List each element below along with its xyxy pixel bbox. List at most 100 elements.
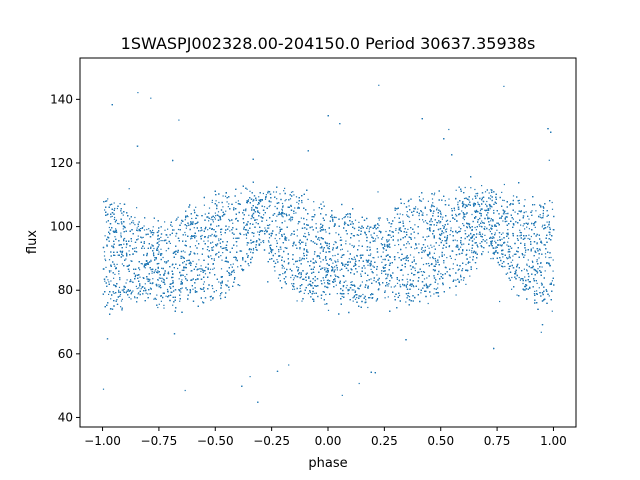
data-point — [165, 262, 167, 264]
data-point — [187, 216, 189, 218]
data-point — [281, 208, 283, 210]
data-point — [130, 279, 132, 281]
data-point — [486, 239, 488, 241]
data-point — [125, 282, 127, 284]
data-point — [446, 237, 448, 240]
data-point — [199, 274, 201, 276]
data-point — [200, 270, 202, 272]
data-point — [365, 299, 367, 301]
data-point — [334, 266, 336, 268]
data-point — [132, 220, 134, 222]
data-point — [165, 250, 167, 252]
data-point — [252, 214, 254, 216]
data-point — [427, 254, 429, 256]
data-point — [360, 295, 362, 297]
data-point — [139, 276, 141, 278]
data-point — [536, 261, 538, 263]
data-point — [541, 284, 543, 286]
data-point — [172, 280, 174, 282]
data-point — [228, 203, 230, 205]
data-point — [491, 225, 494, 227]
data-point — [450, 227, 452, 229]
data-point — [119, 279, 121, 281]
data-point — [195, 235, 197, 237]
data-point — [499, 236, 501, 238]
data-point — [386, 218, 388, 220]
data-point — [406, 211, 408, 213]
data-point — [276, 240, 278, 242]
data-point — [384, 290, 386, 292]
data-point — [268, 206, 270, 208]
data-point — [340, 236, 342, 238]
data-point — [151, 244, 153, 246]
data-point — [418, 215, 420, 217]
data-point — [207, 240, 209, 242]
data-point — [496, 246, 498, 248]
data-point — [541, 226, 543, 228]
data-point — [310, 283, 312, 285]
data-point — [341, 295, 343, 298]
data-point — [377, 256, 379, 258]
data-point — [151, 231, 153, 234]
data-point — [486, 206, 488, 208]
data-point — [323, 282, 326, 284]
data-point — [328, 245, 330, 247]
data-point — [113, 277, 115, 279]
data-point — [220, 255, 222, 257]
data-point — [204, 213, 206, 215]
data-point — [512, 218, 514, 220]
data-point — [468, 222, 470, 225]
data-point — [130, 240, 133, 242]
data-point — [440, 213, 442, 216]
data-point — [369, 248, 371, 251]
data-point — [551, 310, 553, 312]
data-point — [337, 259, 339, 261]
data-point — [326, 279, 328, 282]
data-point — [138, 292, 140, 294]
data-point — [313, 201, 315, 203]
data-point — [119, 293, 122, 296]
data-point — [470, 187, 472, 189]
data-point — [306, 219, 308, 221]
data-point — [140, 288, 142, 290]
data-point — [151, 272, 153, 274]
data-point — [226, 201, 228, 203]
data-point — [114, 254, 116, 256]
data-point — [177, 216, 179, 218]
data-point — [446, 219, 449, 221]
data-point — [517, 263, 519, 265]
data-point — [524, 243, 526, 245]
data-point — [461, 210, 463, 212]
data-point — [546, 215, 548, 217]
data-point — [420, 292, 422, 294]
data-point — [497, 239, 499, 241]
data-point — [345, 222, 347, 224]
data-point — [367, 306, 369, 309]
data-point — [464, 204, 466, 206]
data-point — [115, 231, 117, 233]
data-point — [442, 216, 444, 218]
data-point — [394, 295, 396, 298]
data-point — [500, 233, 503, 235]
data-point — [549, 226, 551, 229]
data-point — [397, 240, 399, 242]
data-point — [245, 229, 248, 231]
data-point — [184, 234, 187, 236]
data-point — [478, 224, 480, 226]
data-point — [522, 225, 524, 227]
data-point — [388, 239, 390, 241]
data-point — [491, 224, 493, 226]
data-point — [399, 284, 401, 286]
data-point — [182, 274, 184, 276]
data-point — [159, 284, 161, 286]
data-point — [406, 243, 408, 245]
data-point — [462, 268, 464, 270]
data-point — [118, 286, 121, 288]
data-point — [207, 237, 209, 239]
data-point — [334, 254, 336, 257]
data-point — [438, 256, 440, 258]
data-point — [246, 202, 248, 204]
data-point — [162, 240, 164, 242]
data-point — [525, 286, 527, 288]
data-point — [192, 221, 194, 223]
